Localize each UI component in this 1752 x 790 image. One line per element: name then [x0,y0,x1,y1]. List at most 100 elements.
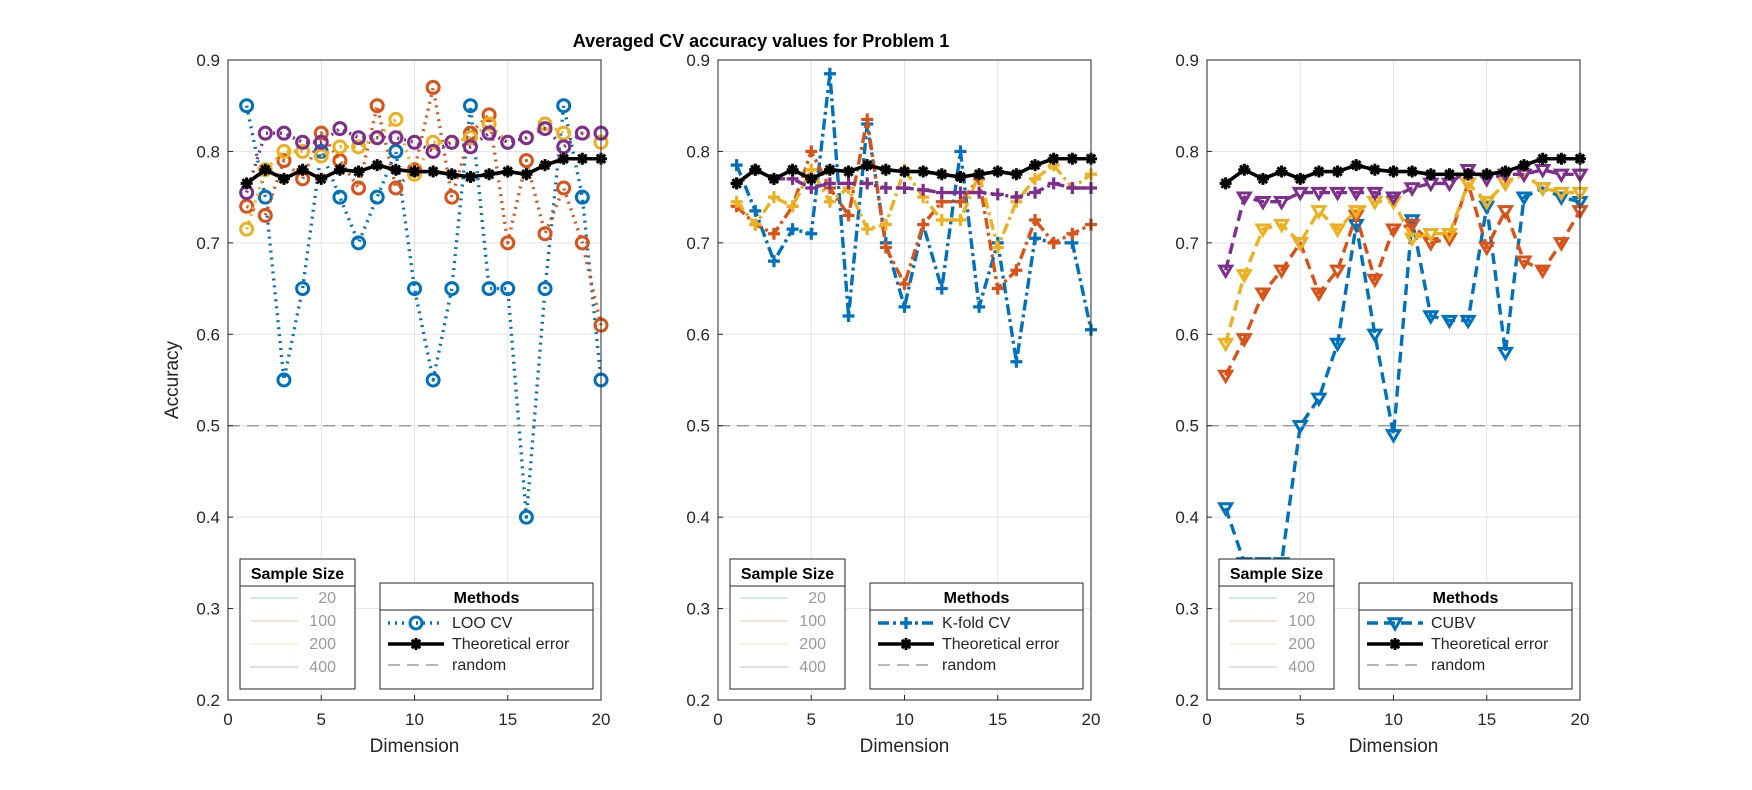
data-point [730,177,743,190]
y-tick-label: 0.5 [1175,417,1199,436]
data-point [973,186,986,199]
data-point [427,165,440,178]
y-tick-label: 0.8 [196,142,220,161]
data-point [1219,177,1232,190]
data-point [462,130,478,146]
data-point [556,125,572,141]
data-point [1047,177,1060,190]
data-point [276,153,292,169]
data-point [879,182,892,194]
data-point [1312,165,1325,178]
data-point [369,98,385,114]
data-point [861,223,874,236]
figure-title: Averaged CV accuracy values for Problem … [573,31,950,51]
data-point [767,227,780,240]
legend-marker [900,617,912,629]
data-point [500,235,516,251]
legend-box [239,558,356,690]
data-point [1459,314,1477,330]
data-point [1029,186,1042,199]
data-point [767,172,780,185]
data-point [1010,355,1023,368]
legend-sample-size: Sample Size 20 100 200 400 [239,558,356,690]
data-point [1310,186,1328,202]
legend-entry: Theoretical error [452,636,570,653]
data-point [1217,369,1235,385]
data-point [1462,168,1475,181]
data-point [1515,191,1533,207]
data-point [444,281,460,297]
data-point [277,172,290,185]
data-point [898,182,911,194]
legend-title: Sample Size [251,566,344,583]
data-point [1534,182,1552,197]
data-point [1366,186,1384,202]
data-point [239,198,255,214]
series-theoretical-error [240,152,607,190]
data-point [1328,223,1347,239]
x-tick-label: 0 [713,710,722,729]
legend-entry: K-fold CV [942,615,1011,632]
data-point [481,125,497,141]
legend-entry: random [942,657,996,674]
data-point [823,67,836,80]
legend-marker [408,615,424,631]
legend-entry: 200 [309,636,336,653]
y-tick-label: 0.9 [196,51,220,70]
data-point [1254,223,1272,239]
y-tick-label: 0.5 [686,417,710,436]
data-point [1403,182,1421,197]
data-point [351,235,367,251]
data-point [767,255,780,268]
subplot-2: 0 5 10 15 20 0.2 0.3 0.4 0.5 0.6 0.7 0.8 0.9 Dimensio… [686,51,1100,757]
y-tick-label: 0.8 [1175,142,1199,161]
data-point [1238,163,1251,176]
series-theoretical-error [1219,152,1586,190]
data-point [313,148,329,164]
x-tick-label: 0 [1202,710,1211,729]
subplot-3: 0 5 10 15 20 0.2 0.3 0.4 0.5 0.6 0.7 0.8 0.9 Dimensio… [1175,51,1589,757]
legend-box [1358,582,1573,690]
data-point [973,300,986,313]
data-point [1235,269,1253,284]
series-400 [730,163,1097,204]
y-tick-label: 0.7 [1175,234,1199,253]
data-point [1029,232,1042,245]
data-point [842,209,855,222]
data-point [1066,182,1079,194]
data-point [425,372,441,388]
legend-entry: 400 [309,659,336,676]
data-point [1552,168,1570,184]
legend-sample-size: Sample Size 20 100 200 400 [729,558,846,690]
data-point [295,143,311,159]
data-point [332,189,348,205]
data-point [749,204,762,217]
data-point [842,165,855,178]
data-point [1310,287,1328,303]
data-point [935,186,948,199]
data-point [1029,172,1042,185]
data-point [898,278,911,290]
data-point [935,168,948,181]
data-point [481,281,497,297]
data-point [1366,328,1384,344]
data-point [1235,191,1253,207]
y-tick-label: 0.9 [686,51,710,70]
data-point [1552,191,1570,207]
x-tick-label: 20 [1082,710,1101,729]
data-point [786,163,799,176]
y-tick-label: 0.8 [686,142,710,161]
y-tick-label: 0.9 [1175,51,1199,70]
data-point [257,207,273,223]
legend-methods: Methods LOO CV Theoretical error random [379,582,594,690]
y-tick-label: 0.2 [196,691,220,710]
data-point [388,130,404,146]
data-point [333,163,346,176]
x-tick-label: 0 [223,710,232,729]
data-point [1272,218,1291,234]
y-axis-label: Accuracy [162,340,183,419]
data-point [462,139,478,155]
legend-entry: Theoretical error [1431,636,1549,653]
legend-title: Sample Size [1230,566,1323,583]
data-point [276,125,292,141]
